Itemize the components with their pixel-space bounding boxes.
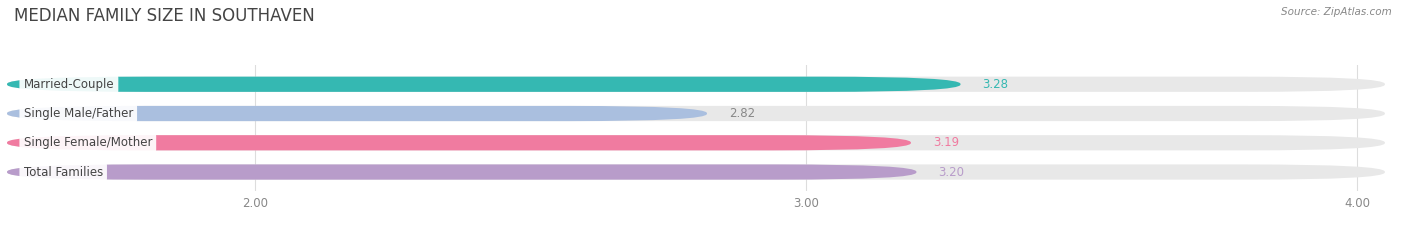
Text: Single Female/Mother: Single Female/Mother [24, 136, 152, 149]
FancyBboxPatch shape [7, 77, 960, 92]
FancyBboxPatch shape [7, 77, 1385, 92]
FancyBboxPatch shape [7, 135, 911, 150]
Text: Single Male/Father: Single Male/Father [24, 107, 134, 120]
Text: Total Families: Total Families [24, 165, 103, 178]
FancyBboxPatch shape [7, 135, 1385, 150]
Text: 3.28: 3.28 [983, 78, 1008, 91]
FancyBboxPatch shape [7, 164, 917, 180]
Text: 3.19: 3.19 [934, 136, 959, 149]
Text: 2.82: 2.82 [730, 107, 755, 120]
Text: Married-Couple: Married-Couple [24, 78, 114, 91]
Text: Source: ZipAtlas.com: Source: ZipAtlas.com [1281, 7, 1392, 17]
FancyBboxPatch shape [7, 106, 1385, 121]
FancyBboxPatch shape [7, 106, 707, 121]
FancyBboxPatch shape [7, 164, 1385, 180]
Text: 3.20: 3.20 [938, 165, 965, 178]
Text: MEDIAN FAMILY SIZE IN SOUTHAVEN: MEDIAN FAMILY SIZE IN SOUTHAVEN [14, 7, 315, 25]
